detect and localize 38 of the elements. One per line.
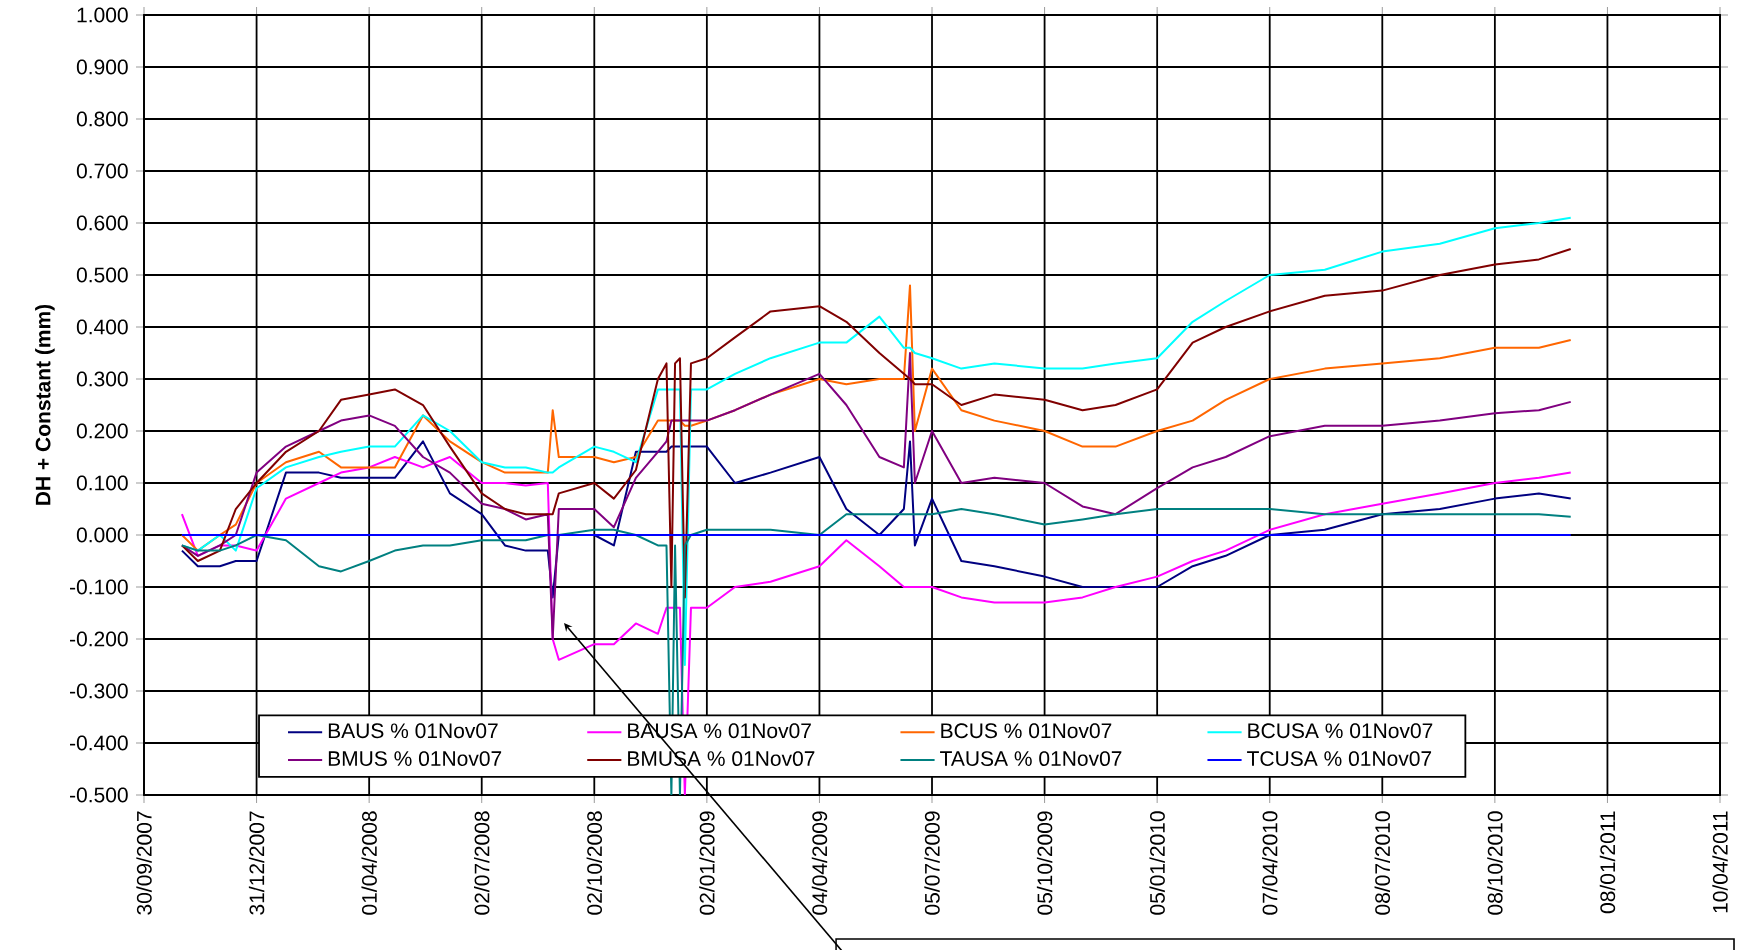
y-axis-title: DH + Constant (mm): [35, 304, 55, 505]
x-tick-label: 01/04/2008: [361, 811, 377, 915]
y-tick-label: -0.400: [70, 735, 128, 751]
x-tick-label: 05/10/2009: [1036, 811, 1053, 915]
x-tick-label: 07/04/2010: [1262, 811, 1278, 915]
x-tick-label: 08/10/2010: [1487, 811, 1503, 915]
y-tick-label: 0.900: [76, 59, 128, 75]
y-tick-label: 1.000: [77, 7, 128, 23]
y-tick-label: -0.100: [70, 579, 128, 595]
x-tick-label: 05/01/2010: [1149, 811, 1165, 915]
y-tick-label: 0.000: [76, 527, 128, 543]
x-tick-label: 30/09/2007: [136, 811, 152, 915]
y-tick-label: 0.500: [76, 267, 128, 283]
x-tick-label: 08/07/2010: [1374, 811, 1391, 915]
x-tick-label: 31/12/2007: [248, 811, 265, 915]
legend-label: TCUSA % 01Nov07: [1247, 751, 1432, 767]
y-tick-label: 0.400: [76, 319, 128, 335]
y-tick-label: -0.500: [70, 787, 128, 803]
y-tick-label: 0.200: [76, 423, 128, 439]
y-tick-label: -0.300: [70, 683, 128, 699]
y-tick-label: 0.800: [76, 111, 128, 127]
y-tick-label: -0.200: [70, 631, 128, 647]
legend-label: BAUS % 01Nov07: [328, 723, 498, 739]
legend-label: BMUS % 01Nov07: [328, 751, 502, 767]
y-tick-label: 0.300: [76, 371, 128, 387]
x-tick-label: 05/07/2009: [924, 811, 940, 915]
x-tick-label: 02/01/2009: [699, 811, 715, 915]
x-tick-label: 02/07/2008: [474, 811, 490, 915]
x-tick-label: 02/10/2008: [586, 811, 603, 915]
x-tick-label: 08/01/2011: [1599, 811, 1616, 914]
y-tick-label: 0.600: [76, 215, 128, 231]
x-tick-label: 10/04/2011: [1712, 811, 1728, 913]
legend-label: TAUSA % 01Nov07: [940, 751, 1122, 767]
y-tick-label: 0.700: [76, 163, 128, 179]
legend-label: BCUSA % 01Nov07: [1248, 723, 1433, 739]
x-tick-label: 04/04/2009: [811, 811, 828, 915]
y-tick-label: 0.100: [76, 475, 128, 491]
legend-label: BCUS % 01Nov07: [941, 723, 1112, 739]
